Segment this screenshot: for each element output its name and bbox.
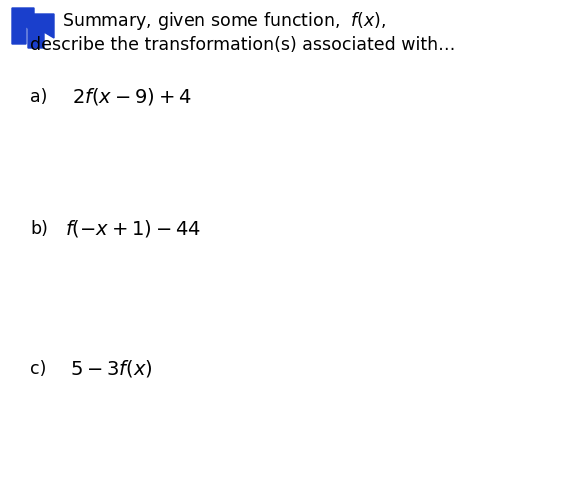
Polygon shape <box>28 14 54 48</box>
Polygon shape <box>12 8 34 44</box>
Text: $2f(x-9)+4$: $2f(x-9)+4$ <box>72 86 192 107</box>
Text: Summary, given some function,  $f(x)$,: Summary, given some function, $f(x)$, <box>62 10 387 32</box>
Text: a): a) <box>30 88 48 106</box>
Text: $f(-x+1)-44$: $f(-x+1)-44$ <box>65 218 201 239</box>
Text: $5-3f(x)$: $5-3f(x)$ <box>70 358 153 379</box>
Text: b): b) <box>30 220 48 238</box>
Text: c): c) <box>30 360 46 378</box>
Text: describe the transformation(s) associated with…: describe the transformation(s) associate… <box>30 36 455 54</box>
